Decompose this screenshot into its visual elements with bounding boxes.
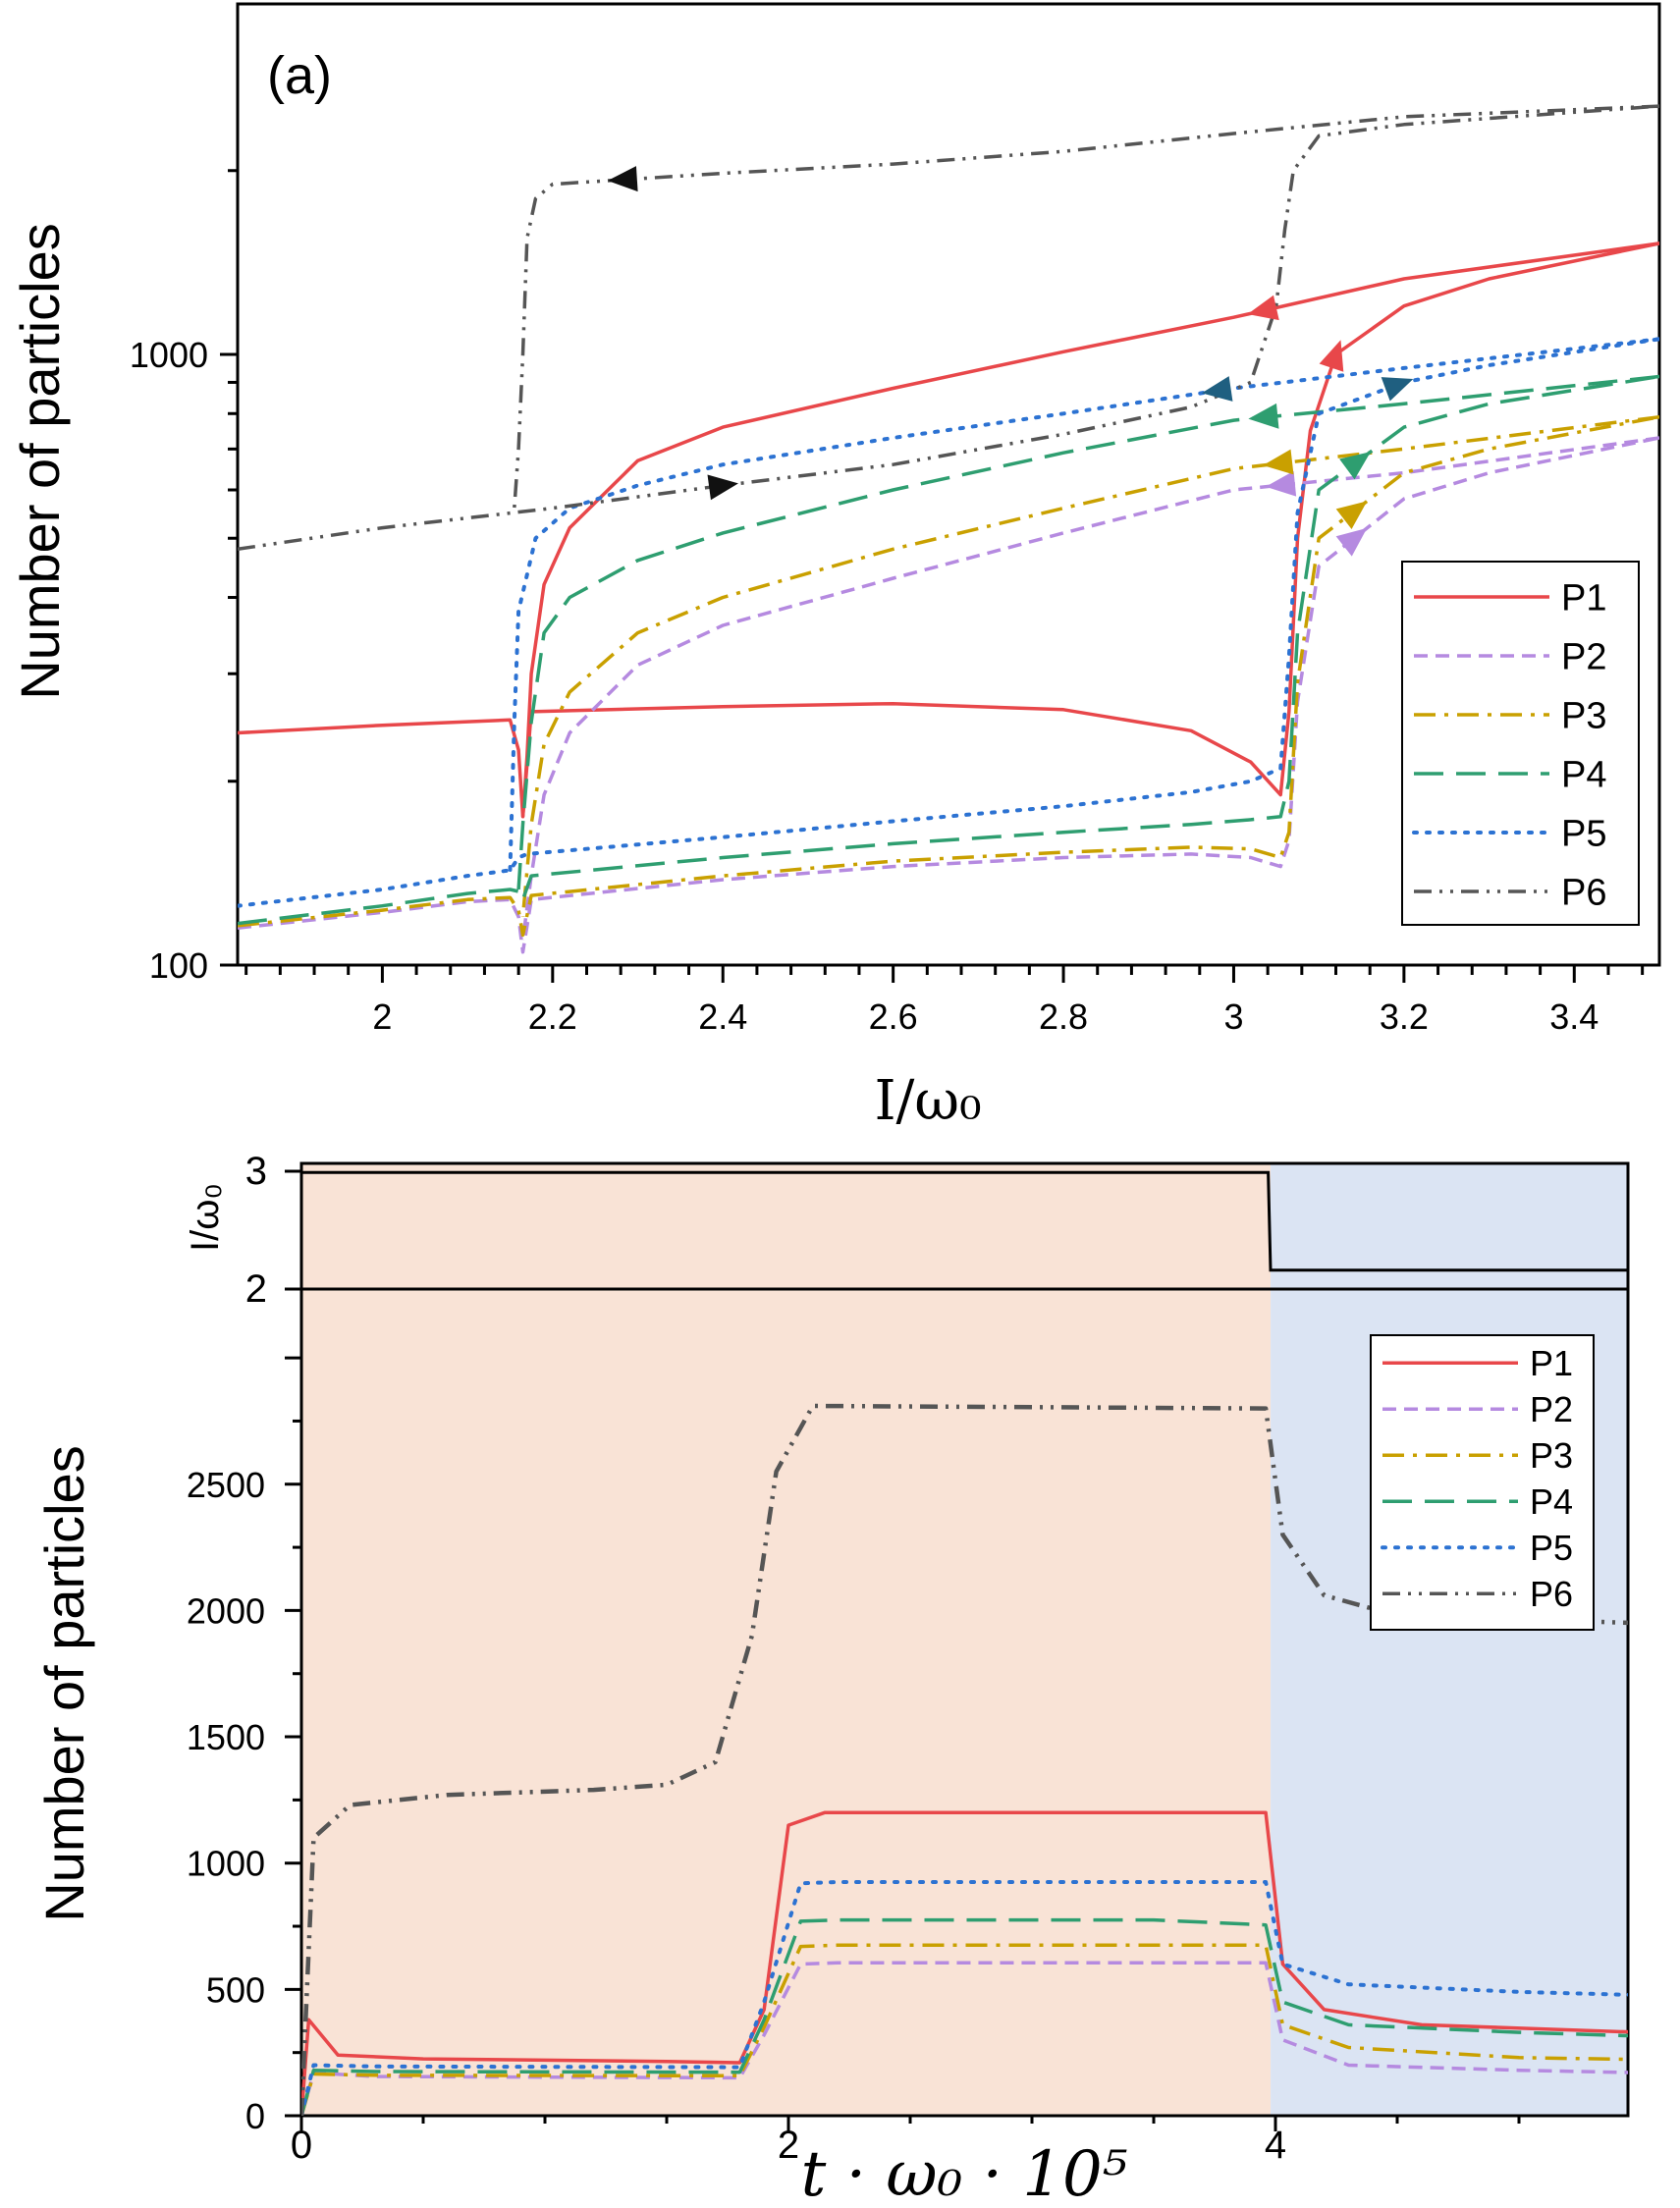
x-tick-label: 4 [1265, 2124, 1286, 2167]
x-tick-label: 2 [372, 996, 392, 1037]
x-tick-label: 3.4 [1549, 996, 1599, 1037]
legend-box [1370, 1334, 1595, 1631]
y-tick-label: 100 [149, 945, 208, 986]
x-tick-label: 2.2 [528, 996, 577, 1037]
legend-label-P3: P3 [1530, 1435, 1573, 1476]
inset-y-tick-label: 3 [245, 1150, 267, 1193]
arrow-P6-forward [707, 474, 738, 501]
panel-b-legend: P1 P2 P3 P4 P5 P6 [1370, 1334, 1595, 1631]
arrow-P1-forward [1319, 340, 1344, 372]
arrow-P6-backward [607, 166, 638, 192]
panel-b-xlabel: t · ω₀ · 10⁵ [801, 2138, 1128, 2208]
panel-a-legend: P1 P2 P3 P4 P5 P6 [1401, 561, 1640, 926]
legend-label-P2: P2 [1530, 1389, 1573, 1429]
arrow-P4-forward [1339, 452, 1371, 480]
x-tick-label: 3.2 [1380, 996, 1429, 1037]
inset-ylabel: I/ω₀ [184, 1183, 227, 1252]
arrow-P1-backward [1247, 295, 1279, 321]
drive-line [301, 1170, 1628, 1272]
series-P2-forward [238, 436, 1659, 954]
legend-label-P6: P6 [1561, 873, 1606, 914]
x-tick-label: 3 [1223, 996, 1243, 1037]
inset-y-tick-label: 2 [245, 1267, 267, 1311]
shade-right [1271, 1163, 1628, 2116]
series-P2 [301, 1961, 1628, 2116]
panel-a-ylabel: Number of particles [9, 223, 71, 700]
x-tick-label: 0 [291, 2124, 312, 2167]
y-tick-label: 2000 [187, 1590, 265, 1631]
legend-label-P5: P5 [1561, 814, 1606, 855]
legend-label-P1: P1 [1530, 1343, 1573, 1383]
x-tick-label: 2.6 [869, 996, 918, 1037]
legend-box [1401, 561, 1640, 926]
series-P5-backward [508, 337, 1659, 873]
panel-a: 2 2.2 2.4 2.6 2.8 3 3.2 3.4 100 1000 (a) Number … [9, 2, 1661, 1133]
legend-label-P4: P4 [1530, 1481, 1573, 1522]
series-P5-forward [238, 337, 1659, 908]
y-tick-label: 1000 [130, 335, 208, 375]
arrow-P2-forward [1335, 527, 1368, 557]
panel-b-y-ticks: 0 500 1000 1500 2000 2500 [187, 1356, 301, 2136]
x-tick-label: 2.4 [698, 996, 747, 1037]
legend-label-P2: P2 [1561, 637, 1606, 678]
y-tick-label: 1500 [187, 1717, 265, 1757]
series-P6 [301, 1403, 1628, 2116]
series-P5 [301, 1880, 1628, 2116]
series-P4-forward [238, 374, 1659, 926]
arrow-P3-forward [1335, 501, 1368, 529]
panel-a-label: (a) [267, 46, 332, 105]
series-P4 [301, 1917, 1628, 2116]
shade-left [301, 1163, 1272, 2116]
series-P3-backward [520, 414, 1659, 917]
arrow-P5-backward [1201, 376, 1233, 402]
panel-a-xlabel: I/ω₀ [874, 1069, 981, 1133]
series-P1 [301, 1810, 1628, 2116]
legend-label-P5: P5 [1530, 1528, 1573, 1568]
y-tick-label: 1000 [187, 1844, 265, 1884]
inset-y-ticks: 23 [245, 1150, 301, 1311]
y-tick-label: 500 [206, 1969, 265, 2010]
panel-b-ylabel: Number of particles [33, 1445, 95, 1922]
arrow-P3-backward [1263, 449, 1294, 475]
panel-b-series [301, 1403, 1628, 2116]
panel-a-frame [236, 2, 1661, 967]
series-P3-forward [238, 414, 1659, 938]
panel-b-frame [299, 1287, 1630, 2118]
x-tick-label: 2 [778, 2124, 799, 2167]
legend-label-P3: P3 [1561, 696, 1606, 737]
legend-label-P6: P6 [1530, 1574, 1573, 1614]
x-tick-label: 2.8 [1039, 996, 1088, 1037]
inset-drive-line [301, 1170, 1628, 1272]
arrow-P2-backward [1265, 470, 1297, 497]
panel-a-y-ticks: 100 1000 [130, 169, 238, 986]
arrow-P4-backward [1248, 403, 1279, 429]
y-tick-label: 2500 [187, 1465, 265, 1505]
legend-label-P1: P1 [1561, 578, 1606, 619]
panel-b-x-ticks: 0246810 [291, 2116, 1521, 2167]
panel-b-shading [301, 1163, 1628, 2116]
panel-a-arrows [607, 166, 1414, 557]
legend-label-P4: P4 [1561, 755, 1606, 796]
panel-a-x-ticks: 2 2.2 2.4 2.6 2.8 3 3.2 3.4 [244, 965, 1645, 1037]
series-P6-forward [238, 104, 1659, 552]
arrow-P5-forward [1381, 377, 1414, 402]
series-P3 [301, 1943, 1628, 2116]
y-tick-label: 0 [245, 2096, 265, 2136]
